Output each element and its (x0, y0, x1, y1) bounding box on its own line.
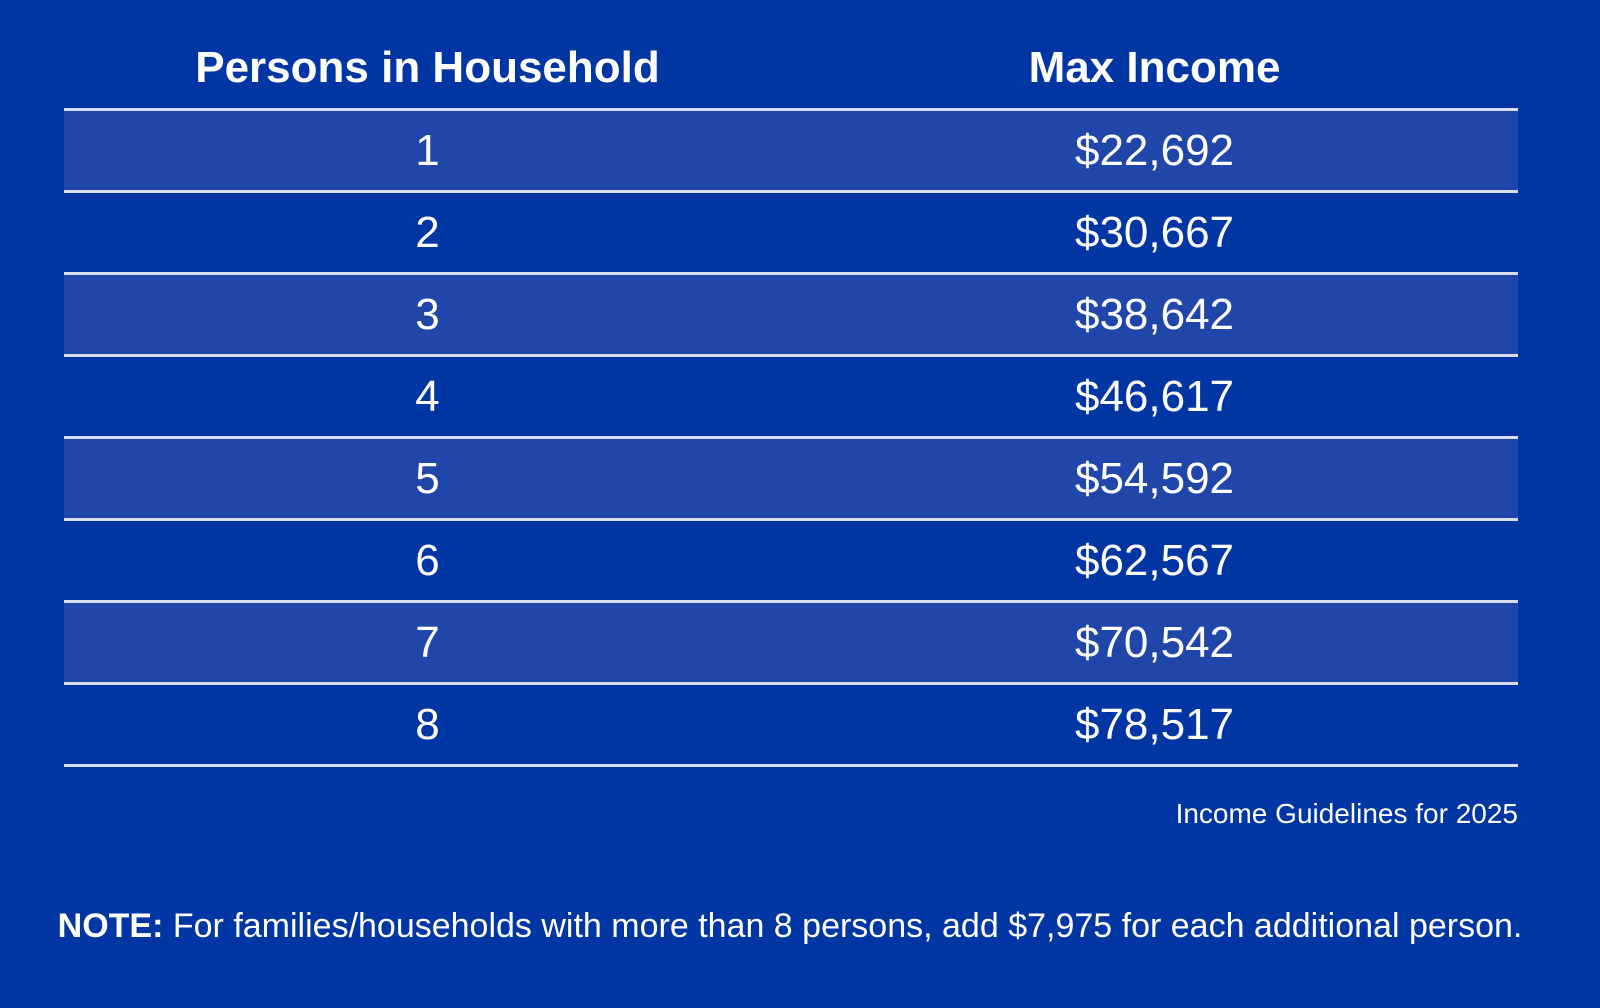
note-text: For families/households with more than 8… (163, 907, 1523, 945)
note-paragraph: NOTE: For families/households with more … (40, 900, 1540, 953)
note-label: NOTE: (57, 907, 164, 945)
income-cell: $54,592 (1074, 453, 1235, 503)
income-cell: $38,642 (1074, 289, 1235, 339)
persons-cell: 4 (415, 371, 440, 421)
table-caption: Income Guidelines for 2025 (1175, 798, 1518, 829)
header-persons: Persons in Household (195, 43, 660, 92)
income-cell: $62,567 (1074, 535, 1235, 585)
table-row: 6 $62,567 (64, 521, 1518, 603)
persons-cell: 1 (415, 125, 440, 175)
persons-cell: 7 (415, 617, 440, 667)
income-cell: $30,667 (1074, 207, 1235, 257)
table-header-row: Persons in Household Max Income (64, 28, 1518, 111)
table-row: 5 $54,592 (64, 439, 1518, 521)
persons-cell: 5 (415, 453, 440, 503)
income-cell: $70,542 (1074, 617, 1235, 667)
table-row: 8 $78,517 (64, 685, 1518, 767)
persons-cell: 3 (415, 289, 440, 339)
table-row: 1 $22,692 (64, 111, 1518, 193)
table-row: 2 $30,667 (64, 193, 1518, 275)
income-cell: $22,692 (1074, 125, 1235, 175)
income-cell: $78,517 (1074, 699, 1235, 749)
table-row: 4 $46,617 (64, 357, 1518, 439)
persons-cell: 8 (415, 699, 440, 749)
table-row: 7 $70,542 (64, 603, 1518, 685)
header-max-income: Max Income (1028, 43, 1281, 92)
table-row: 3 $38,642 (64, 275, 1518, 357)
persons-cell: 6 (415, 535, 440, 585)
income-table: Persons in Household Max Income 1 $22,69… (64, 28, 1518, 767)
income-cell: $46,617 (1074, 371, 1235, 421)
persons-cell: 2 (415, 207, 440, 257)
